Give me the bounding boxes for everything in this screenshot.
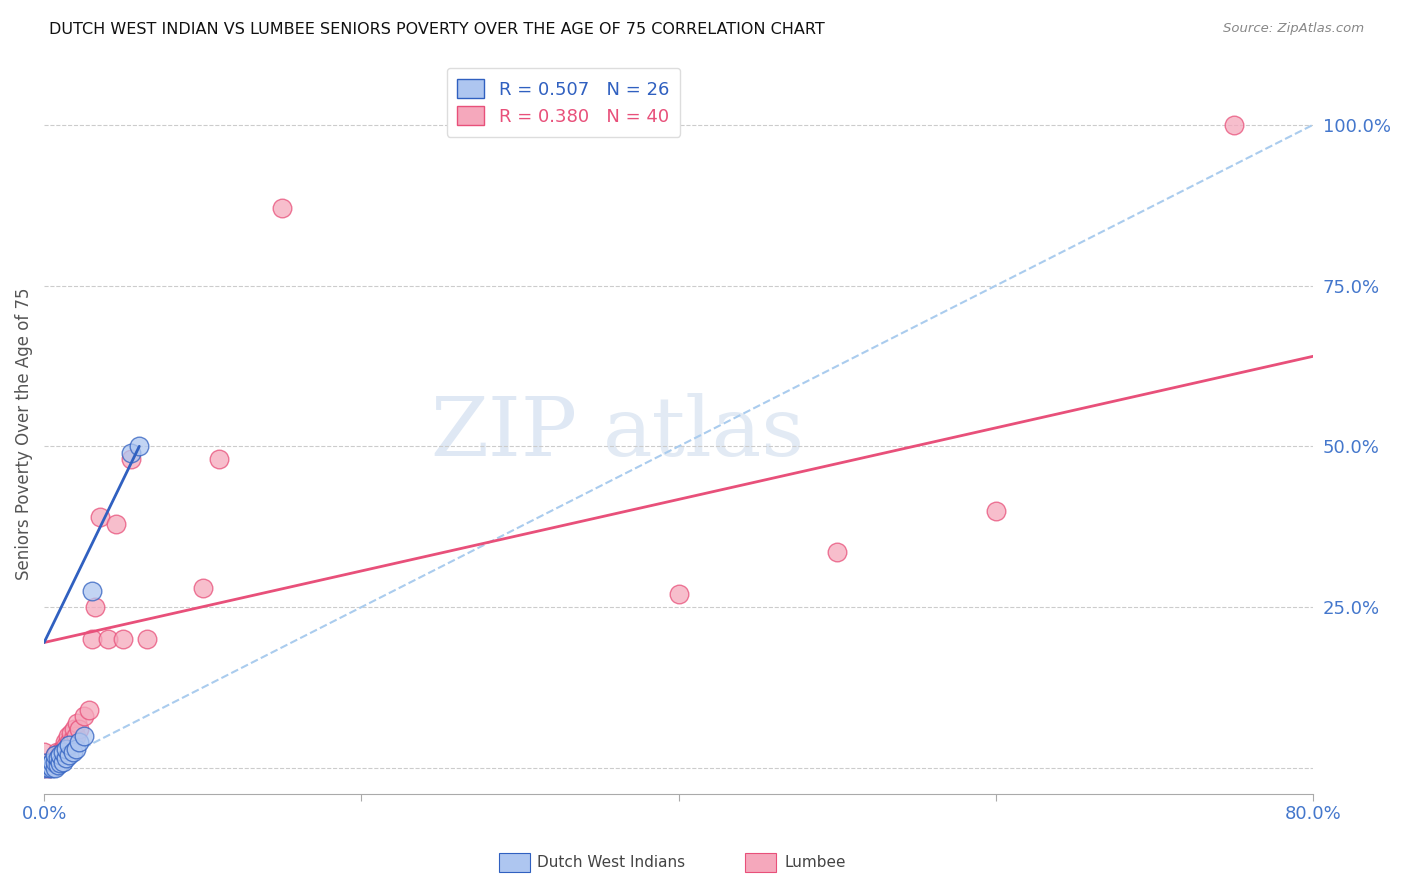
Point	[77, 703, 100, 717]
Point	[73, 729, 96, 743]
Point	[80, 584, 103, 599]
Point	[55, 751, 77, 765]
Point	[55, 739, 77, 753]
Text: DUTCH WEST INDIAN VS LUMBEE SENIORS POVERTY OVER THE AGE OF 75 CORRELATION CHART: DUTCH WEST INDIAN VS LUMBEE SENIORS POVE…	[49, 22, 825, 37]
Point	[63, 723, 86, 737]
Y-axis label: Seniors Poverty Over the Age of 75: Seniors Poverty Over the Age of 75	[15, 287, 32, 580]
Point	[39, 755, 62, 769]
Point	[112, 632, 135, 647]
Point	[32, 756, 55, 770]
Point	[668, 587, 690, 601]
Point	[66, 715, 89, 730]
Point	[49, 748, 72, 763]
Point	[128, 439, 150, 453]
Point	[48, 751, 70, 765]
Point	[83, 600, 105, 615]
Point	[48, 751, 70, 765]
Point	[62, 731, 84, 746]
Point	[41, 761, 63, 775]
Text: Lumbee: Lumbee	[785, 855, 846, 870]
Point	[53, 735, 76, 749]
Point	[120, 452, 142, 467]
Point	[45, 745, 67, 759]
Text: ZIP: ZIP	[430, 393, 576, 474]
Point	[48, 757, 70, 772]
Point	[97, 632, 120, 647]
Point	[42, 751, 65, 765]
Point	[32, 761, 55, 775]
Point	[984, 503, 1007, 517]
Point	[44, 755, 66, 769]
Point	[58, 735, 80, 749]
Point	[89, 510, 111, 524]
Point	[67, 735, 90, 749]
Point	[32, 761, 55, 775]
Point	[52, 745, 75, 759]
Point	[49, 756, 72, 770]
Point	[44, 748, 66, 763]
Point	[55, 741, 77, 756]
Point	[38, 761, 60, 775]
Point	[38, 761, 60, 775]
Point	[38, 757, 60, 772]
Point	[41, 755, 63, 769]
Point	[60, 725, 83, 739]
Point	[67, 723, 90, 737]
Point	[52, 755, 75, 769]
Point	[44, 761, 66, 775]
Text: Dutch West Indians: Dutch West Indians	[537, 855, 685, 870]
Point	[827, 545, 849, 559]
Legend: R = 0.507   N = 26, R = 0.380   N = 40: R = 0.507 N = 26, R = 0.380 N = 40	[447, 68, 681, 136]
Point	[65, 729, 87, 743]
Point	[136, 632, 159, 647]
Point	[58, 739, 80, 753]
Text: atlas: atlas	[603, 393, 804, 474]
Point	[32, 756, 55, 770]
Point	[32, 745, 55, 759]
Point	[49, 745, 72, 759]
Point	[191, 581, 214, 595]
Point	[73, 709, 96, 723]
Point	[62, 745, 84, 759]
Point	[44, 748, 66, 763]
Point	[271, 202, 294, 216]
Point	[52, 741, 75, 756]
Point	[58, 748, 80, 763]
Point	[80, 632, 103, 647]
Point	[56, 729, 79, 743]
Point	[41, 755, 63, 769]
Point	[49, 748, 72, 763]
Point	[207, 452, 229, 467]
Point	[104, 516, 127, 531]
Point	[1223, 118, 1246, 132]
Text: Source: ZipAtlas.com: Source: ZipAtlas.com	[1223, 22, 1364, 36]
Point	[120, 446, 142, 460]
Point	[65, 741, 87, 756]
